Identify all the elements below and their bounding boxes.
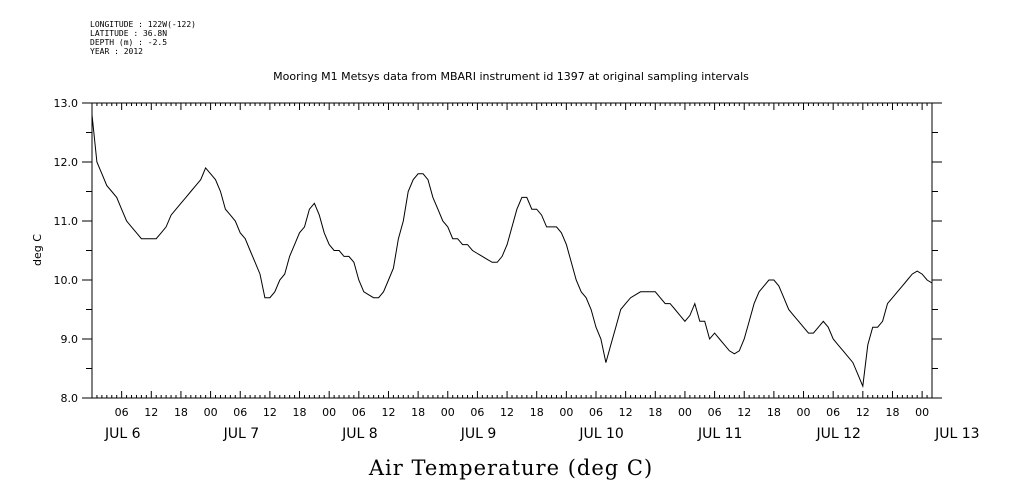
x-day-label: JUL 12 [816,426,861,442]
x-tick-label: 12 [381,406,395,419]
y-tick-label: 13.0 [54,97,79,110]
x-day-label: JUL 13 [934,426,979,442]
x-tick-label: 00 [322,406,336,419]
x-tick-label: 18 [885,406,899,419]
x-tick-label: 00 [559,406,573,419]
x-tick-label: 12 [144,406,158,419]
x-tick-label: 18 [767,406,781,419]
x-tick-label: 00 [797,406,811,419]
x-day-label: JUL 10 [578,426,623,442]
x-tick-label: 00 [915,406,929,419]
year-label: YEAR : 2012 [90,47,143,56]
y-tick-label: 9.0 [61,333,79,346]
x-tick-label: 06 [233,406,247,419]
x-day-label: JUL 8 [341,426,378,442]
x-tick-label: 12 [500,406,514,419]
y-tick-label: 8.0 [61,392,79,405]
x-tick-label: 12 [856,406,870,419]
chart-title: Air Temperature (deg C) [368,456,653,480]
x-tick-label: 12 [619,406,633,419]
y-tick-label: 12.0 [54,156,79,169]
temperature-series-line [91,114,933,389]
x-tick-label: 18 [411,406,425,419]
plot-frame [91,102,933,399]
x-day-label: JUL 9 [460,426,497,442]
x-tick-label: 00 [204,406,218,419]
x-day-label: JUL 11 [697,426,742,442]
depth-label: DEPTH (m) : -2.5 [90,38,168,47]
x-tick-label: 12 [263,406,277,419]
x-tick-label: 06 [708,406,722,419]
x-tick-label: 00 [678,406,692,419]
y-tick-label: 10.0 [54,274,79,287]
longitude-label: LONGITUDE : 122W(-122) [90,20,196,29]
x-tick-label: 18 [174,406,188,419]
x-tick-label: 18 [530,406,544,419]
x-tick-label: 18 [293,406,307,419]
x-day-label: JUL 7 [223,426,260,442]
x-day-label: JUL 6 [104,426,141,442]
x-tick-label: 06 [352,406,366,419]
latitude-label: LATITUDE : 36.8N [90,29,168,38]
chart-subtitle: Mooring M1 Metsys data from MBARI instru… [273,70,749,83]
x-tick-label: 06 [115,406,129,419]
y-axis-label: deg C [31,234,44,266]
y-tick-label: 11.0 [54,215,79,228]
location-metadata: LONGITUDE : 122W(-122) LATITUDE : 36.8N … [90,20,196,56]
x-tick-label: 12 [737,406,751,419]
x-tick-label: 06 [826,406,840,419]
x-tick-label: 00 [441,406,455,419]
x-tick-label: 06 [589,406,603,419]
x-tick-label: 18 [648,406,662,419]
x-tick-label: 06 [470,406,484,419]
plot-area: 06 12 18 00 06 12 18 00 06 12 18 00 06 12 18 00 06 12 18 00… [54,97,980,442]
